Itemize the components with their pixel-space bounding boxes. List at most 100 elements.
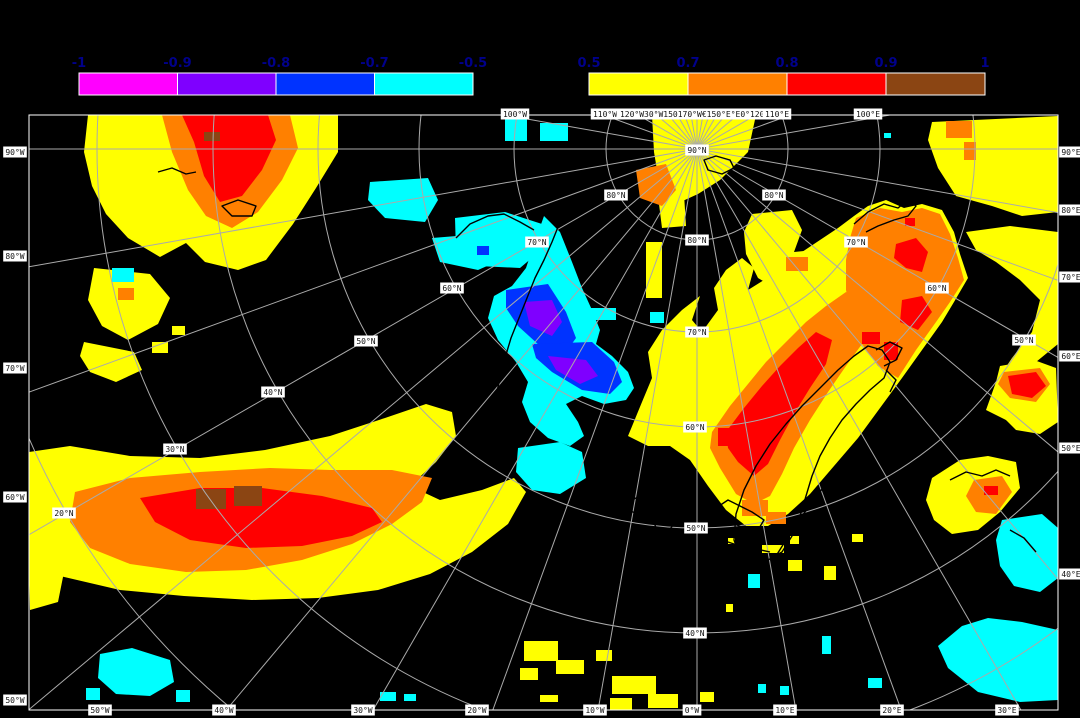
geo-label-box xyxy=(1012,334,1036,346)
coastline xyxy=(885,369,897,393)
geo-label: 110°W xyxy=(590,108,620,120)
colorbar-tick-label: -0.7 xyxy=(360,56,388,71)
region-cyan xyxy=(86,688,100,700)
region-cyan xyxy=(650,312,664,323)
geo-label: 50°N xyxy=(354,335,378,347)
geo-label-box xyxy=(351,704,375,716)
geo-label: 70°E xyxy=(1059,271,1080,283)
region-cyan xyxy=(996,514,1058,592)
region-cyan xyxy=(98,648,174,696)
geo-label-box xyxy=(1059,271,1080,283)
geo-label-box xyxy=(52,507,76,519)
colorbar-segment-yellow xyxy=(588,72,689,96)
region-orange xyxy=(964,142,976,160)
geo-label-text: 10°E xyxy=(775,706,794,715)
geo-label: 60°E xyxy=(1059,350,1080,362)
map-frame xyxy=(28,114,1059,711)
geo-label-text: 40°E xyxy=(1061,570,1080,579)
colorbar-tick-label: -0.8 xyxy=(262,56,290,71)
coastline xyxy=(495,221,561,425)
region-red xyxy=(726,332,832,476)
geo-label-text: 50°N xyxy=(356,337,375,346)
geo-label-text: 70°N xyxy=(687,328,706,337)
region-purple xyxy=(524,300,562,336)
coastline xyxy=(1009,529,1037,553)
geo-label-box xyxy=(163,443,187,455)
colorbar-segment-magenta xyxy=(78,72,178,96)
geo-label-text: 20°E xyxy=(882,706,901,715)
geo-label-text: 40°N xyxy=(263,388,282,397)
geo-label-box xyxy=(440,282,464,294)
geo-label-box xyxy=(354,335,378,347)
meridian-line xyxy=(225,148,698,710)
geo-label: 40°E xyxy=(1059,568,1080,580)
coastline xyxy=(715,499,765,531)
region-brown xyxy=(196,489,226,509)
meridian-line xyxy=(29,148,698,710)
geo-label: 60°N xyxy=(925,282,949,294)
region-red xyxy=(884,342,898,360)
colorbar-segment-orange xyxy=(687,72,788,96)
geo-label-text: 0°W xyxy=(685,706,700,715)
coastline xyxy=(221,199,257,217)
geo-label-box xyxy=(925,282,949,294)
colorbar-tick-label: 0.7 xyxy=(676,56,699,71)
colorbar-segment-cyan xyxy=(374,72,474,96)
geo-label-box xyxy=(3,250,27,262)
region-yellow xyxy=(852,534,863,542)
geo-label-text: 50°E xyxy=(1061,444,1080,453)
geo-label-box xyxy=(995,704,1019,716)
geo-label: 100°E xyxy=(853,108,883,120)
region-red xyxy=(894,238,928,272)
region-cyan xyxy=(938,618,1058,702)
geo-label-box xyxy=(880,704,904,716)
region-yellow xyxy=(728,538,735,544)
region-orange xyxy=(946,121,972,138)
region-brown xyxy=(204,132,220,141)
colorbar-tick-label: 0.9 xyxy=(874,56,897,71)
geo-label: 60°N xyxy=(440,282,464,294)
meridian-line xyxy=(492,148,698,710)
geo-label-text: 70°W xyxy=(5,364,24,373)
coastline xyxy=(627,495,647,515)
geo-label-text: 80°E xyxy=(1061,206,1080,215)
region-red xyxy=(862,332,880,344)
colorbar-tick-label: 0.8 xyxy=(775,56,798,71)
region-yellow xyxy=(520,668,538,680)
region-yellow xyxy=(788,560,802,571)
region-cyan xyxy=(822,636,831,654)
geo-label: 90°N xyxy=(685,144,709,156)
geo-label-text: 60°N xyxy=(442,284,461,293)
geo-label-text: 90°E xyxy=(1061,148,1080,157)
geo-label: 0°W xyxy=(682,704,702,716)
meridian-line xyxy=(597,148,698,710)
geo-label-box xyxy=(685,144,709,156)
geo-label: 30°E xyxy=(995,704,1019,716)
colorbar-positive: 0.5 0.7 0.8 0.9 1 xyxy=(577,56,990,96)
region-yellow xyxy=(556,660,584,674)
geo-label-text: 110°W xyxy=(593,110,617,119)
coastline xyxy=(875,341,903,367)
geo-label: 70°N xyxy=(844,236,868,248)
colorbar-tick-label: 0.5 xyxy=(577,56,600,71)
geo-label-text: 40°W xyxy=(214,706,233,715)
coastline xyxy=(949,469,1011,481)
geo-label-box xyxy=(762,108,792,120)
coastline xyxy=(703,155,735,175)
geo-label-box xyxy=(682,704,702,716)
geo-label: 80°N xyxy=(685,234,709,246)
geo-label-box xyxy=(500,108,530,120)
geo-label: 80°E xyxy=(1059,204,1080,216)
geo-label-text: 20°N xyxy=(54,509,73,518)
geo-label-text: 80°W xyxy=(5,252,24,261)
geo-label: 70°N xyxy=(685,326,709,338)
geo-label: 50°W xyxy=(3,694,27,706)
colorbar-tick-label: -1 xyxy=(72,56,86,71)
geo-label: 50°E xyxy=(1059,442,1080,454)
meridian-line xyxy=(696,148,1058,581)
region-red xyxy=(905,218,915,226)
geo-label-box xyxy=(1059,146,1080,158)
geo-label-text: 80°N xyxy=(764,191,783,200)
geo-label: 60°W xyxy=(3,491,27,503)
